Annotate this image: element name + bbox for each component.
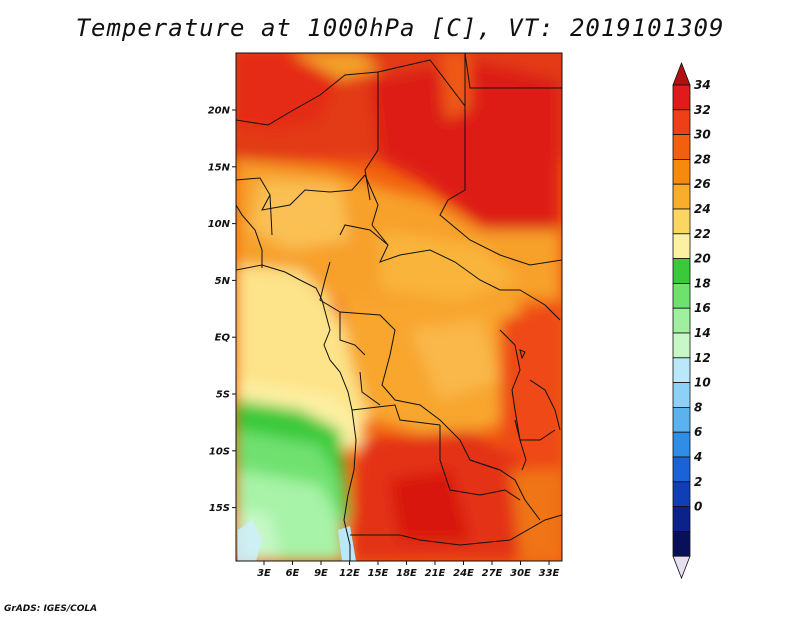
lat-label: 5S [216,390,230,401]
lat-label: 10S [209,446,230,457]
lat-label: 20N [208,106,231,117]
colorbar-label: 28 [694,152,711,166]
lat-label: EQ [215,333,231,344]
colorbar-label: 16 [694,301,711,315]
colorbar-swatch [672,357,691,383]
lon-label: 33E [539,568,560,579]
country-borders [236,53,562,561]
colorbar-swatch [672,183,691,210]
colorbar-swatch [672,481,691,507]
colorbar-swatch [672,431,691,458]
lon-label: 3E [257,568,271,579]
lon-label: 9E [314,568,328,579]
colorbar-swatch [672,134,691,160]
colorbar-swatch [672,332,691,359]
temperature-map: 20N 15N 10N 5N EQ 5S 10S 15S 3E 6E 9E 12E 15E 18E 21E… [208,52,711,580]
colorbar-swatch [672,258,691,284]
colorbar-label: 34 [694,78,711,92]
colorbar-label: 2 [694,475,702,489]
latitude-axis: 20N 15N 10N 5N EQ 5S 10S 15S [208,106,236,514]
colorbar-label: 4 [693,450,702,464]
colorbar-swatch [672,531,691,557]
colorbar-swatch [672,84,691,111]
lon-label: 6E [286,568,300,579]
lon-label: 18E [396,568,417,579]
colorbar-label: 10 [694,376,711,390]
colorbar-label: 6 [694,425,702,439]
colorbar-label: 12 [694,351,711,365]
colorbar-swatch [672,506,691,532]
colorbar-swatch [672,208,691,235]
lat-label: 15N [208,162,231,173]
grads-credit: GrADS: IGES/COLA [4,604,98,614]
colorbar-label: 30 [694,128,711,142]
colorbar-cap-bottom [672,555,691,580]
colorbar-cap-top [672,61,691,86]
lon-label: 27E [482,568,503,579]
lon-label: 30E [510,568,531,579]
colorbar-swatch [672,158,691,185]
lon-label: 12E [339,568,360,579]
colorbar-label: 20 [694,252,711,266]
lon-label: 15E [368,568,389,579]
lon-label: 21E [425,568,446,579]
colorbar-label: 0 [694,500,702,514]
longitude-axis: 3E 6E 9E 12E 15E 18E 21E 24E 27E 30E 33E [257,561,560,579]
colorbar-swatch [672,233,691,260]
colorbar-swatch [672,406,691,433]
colorbar-swatch [672,282,691,309]
colorbar-label: 22 [694,227,711,241]
colorbar-swatch [672,382,691,408]
colorbar-swatch [672,456,691,483]
map-title: Temperature at 1000hPa [C], VT: 20191013… [75,14,725,42]
colorbar-label: 32 [694,103,711,117]
colorbar-label: 26 [694,177,711,191]
colorbar-label: 8 [694,400,702,414]
temperature-field [236,53,562,561]
colorbar-swatch [672,109,691,136]
colorbar-swatch [672,307,691,334]
lat-label: 5N [215,276,231,287]
lat-label: 10N [208,219,231,230]
colorbar-label: 18 [694,276,711,290]
lat-label: 15S [209,503,230,514]
lon-label: 24E [453,568,474,579]
colorbar-label: 14 [694,326,711,340]
colorbar-label: 24 [694,202,711,216]
